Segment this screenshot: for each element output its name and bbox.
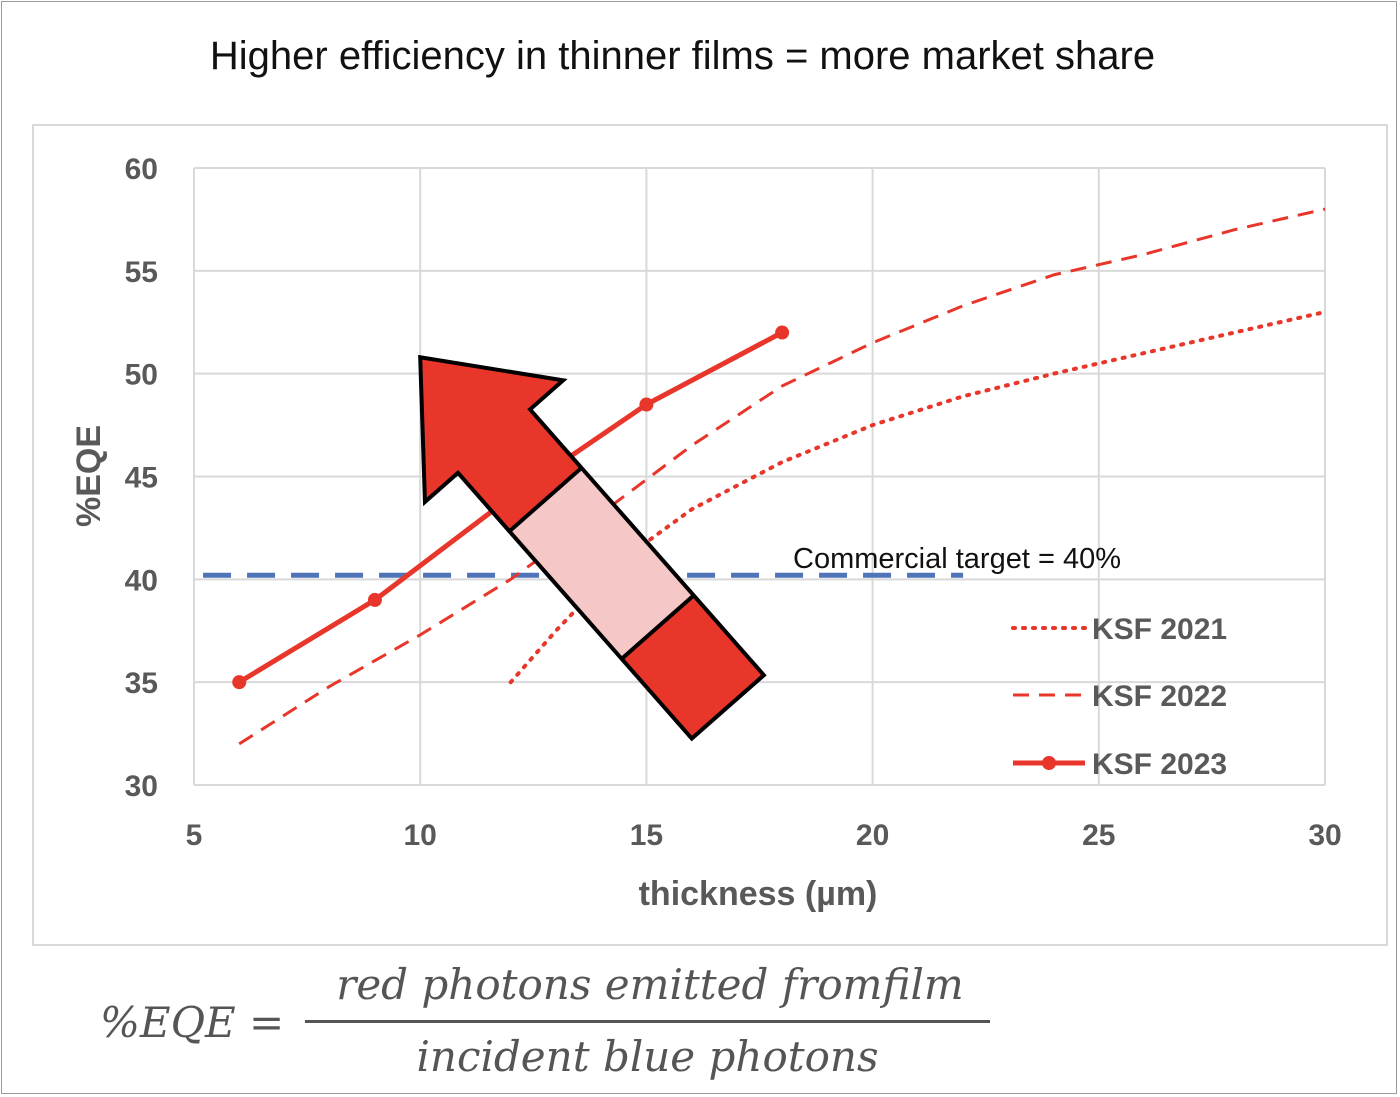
y-tick-label-35: 35	[125, 667, 158, 700]
legend: KSF 2021 KSF 2022 KSF 2023	[1011, 613, 1227, 781]
legend-label-ksf-2021: KSF 2021	[1092, 613, 1227, 646]
data-point-ksf-2023-3	[639, 397, 654, 412]
grid-layer	[193, 167, 1326, 786]
y-tick-label-50: 50	[125, 359, 158, 392]
legend-label-ksf-2022: KSF 2022	[1092, 680, 1227, 713]
arrow-band-edge-upper	[508, 466, 583, 533]
annotation-arrow-layer	[418, 354, 767, 742]
y-tick-label-30: 30	[125, 770, 158, 803]
y-tick-label-45: 45	[125, 462, 158, 495]
legend-label-ksf-2023: KSF 2023	[1092, 748, 1227, 781]
x-tick-label-25: 25	[1082, 819, 1115, 852]
y-tick-label-60: 60	[125, 153, 158, 186]
data-point-ksf-2023-4	[775, 325, 790, 340]
formula-lhs: %EQE =	[100, 998, 285, 1047]
arrow-outline	[418, 354, 767, 742]
formula-fraction-bar	[305, 1020, 990, 1023]
data-point-ksf-2023-1	[367, 592, 382, 607]
y-axis-label: %EQE	[70, 425, 108, 527]
arrow-band-edge-lower	[620, 593, 696, 661]
x-axis-label: thickness (µm)	[639, 875, 878, 913]
x-tick-label-5: 5	[186, 819, 203, 852]
chart-area-border	[32, 124, 1388, 946]
formula-numerator: red photons emitted fromfilm	[336, 960, 964, 1009]
commercial-target-label: Commercial target = 40%	[793, 543, 1121, 575]
arrow-head	[420, 357, 564, 502]
x-tick-label-20: 20	[856, 819, 889, 852]
arrow-neck-segment	[457, 408, 582, 532]
tick-label-layer: 30 35 40 45 50 55 60 5 10 15 20 25 30	[125, 153, 1342, 852]
chart-title: Higher efficiency in thinner films = mor…	[209, 34, 1156, 78]
y-tick-label-40: 40	[125, 564, 158, 597]
x-tick-label-30: 30	[1308, 819, 1341, 852]
formula-denominator: incident blue photons	[416, 1032, 879, 1081]
x-tick-label-15: 15	[630, 819, 663, 852]
data-point-ksf-2023-0	[232, 675, 247, 690]
eqe-formula: %EQE = red photons emitted fromfilm inci…	[100, 960, 1020, 1090]
arrow-light-band	[509, 467, 694, 659]
y-tick-label-55: 55	[125, 256, 158, 289]
annotation-arrow	[418, 354, 767, 742]
legend-marker-ksf-2023	[1042, 756, 1056, 770]
x-tick-label-10: 10	[404, 819, 437, 852]
series-line-ksf-2022	[238, 207, 1326, 746]
arrow-tail-segment	[621, 595, 764, 739]
